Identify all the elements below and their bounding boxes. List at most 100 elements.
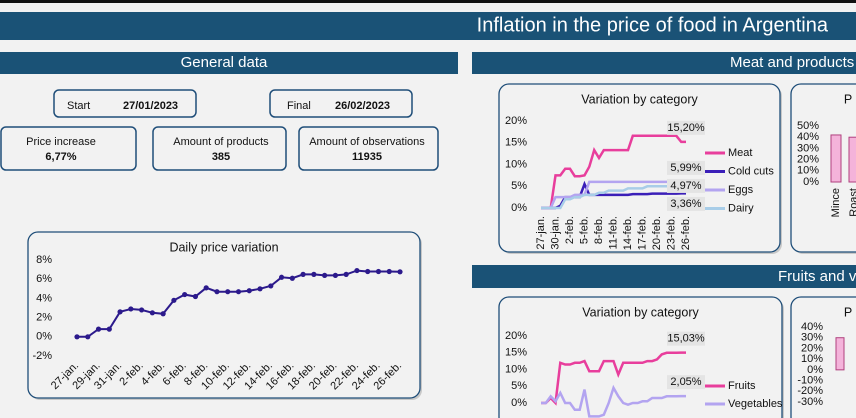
top-border — [0, 0, 856, 3]
section-title: Meat and products — [730, 54, 854, 71]
y-tick-label: 20% — [505, 330, 527, 342]
series-line — [541, 180, 686, 210]
legend-label: Dairy — [728, 202, 754, 214]
y-tick-label: 10% — [797, 165, 819, 177]
data-point — [74, 334, 80, 340]
x-tick-label: 14-feb. — [622, 216, 634, 250]
x-tick-label: 30-jan. — [549, 216, 561, 250]
legend-label: Vegetables — [728, 398, 783, 410]
x-tick-label: Roast — [848, 188, 856, 217]
data-point — [117, 309, 123, 315]
y-tick-label: 2% — [36, 312, 52, 324]
x-tick-label: Mince — [830, 188, 842, 217]
kpi-value: 11935 — [352, 151, 382, 163]
data-point — [235, 289, 242, 295]
kpi-box — [298, 126, 439, 171]
chart-panel — [790, 296, 856, 418]
y-tick-label: 0% — [36, 331, 52, 343]
chart-title: P — [844, 92, 852, 106]
section-bar — [472, 52, 856, 74]
chart-title: Daily price variation — [169, 240, 278, 254]
y-tick-label: 15% — [505, 347, 527, 359]
x-tick-label: 8-feb. — [593, 216, 605, 244]
y-tick-label: 5% — [511, 180, 527, 192]
y-tick-label: 40% — [797, 131, 819, 143]
kpi-products: Amount of products 385 — [152, 126, 287, 171]
data-point — [128, 306, 134, 312]
chart-title: P — [844, 305, 852, 319]
y-tick-label: 30% — [801, 332, 823, 344]
chart-panel — [27, 231, 421, 399]
kpi-observations: Amount of observations 11935 — [298, 126, 439, 171]
data-point — [268, 283, 274, 289]
kpi-value: 385 — [212, 151, 230, 163]
data-point — [192, 293, 199, 300]
data-point — [95, 326, 102, 332]
x-tick-label: 26-feb. — [680, 216, 692, 250]
data-point — [365, 268, 371, 275]
y-tick-label: 10% — [801, 353, 823, 365]
y-tick-label: 50% — [797, 120, 819, 132]
data-label: 3,36% — [670, 198, 701, 210]
data-point — [375, 268, 382, 275]
series-line — [541, 134, 686, 210]
data-point — [311, 271, 317, 277]
x-tick-label: 23-feb. — [665, 216, 677, 250]
data-point — [171, 297, 177, 303]
data-point — [386, 268, 392, 275]
data-point — [160, 311, 166, 317]
y-tick-label: -20% — [797, 385, 823, 397]
y-tick-label: 40% — [801, 321, 823, 333]
data-label: 15,03% — [667, 333, 705, 345]
data-point — [214, 289, 220, 295]
title-bar — [0, 12, 856, 40]
data-label-bg — [667, 375, 705, 390]
legend-label: Fruits — [728, 380, 756, 392]
data-point — [246, 288, 252, 294]
data-point — [257, 286, 263, 292]
legend-label: Meat — [728, 147, 752, 159]
kpi-label: Final — [287, 100, 311, 112]
kpi-label: Amount of products — [173, 136, 269, 148]
data-point — [203, 285, 209, 291]
y-tick-label: 6% — [36, 273, 52, 285]
y-tick-label: 5% — [511, 380, 527, 392]
data-label: 15,20% — [667, 122, 705, 134]
x-tick-label: 11-feb. — [607, 216, 619, 249]
data-point — [182, 291, 188, 298]
kpi-box — [152, 126, 287, 171]
y-tick-label: 8% — [36, 254, 52, 266]
data-point — [397, 269, 403, 275]
section-title: Fruits and vegetables — [778, 268, 856, 285]
data-label: 2,05% — [670, 376, 701, 388]
data-label-bg — [667, 160, 705, 175]
data-point — [85, 334, 91, 340]
series-line — [541, 185, 686, 210]
y-tick-label: -10% — [797, 374, 823, 386]
data-label-bg — [667, 178, 705, 193]
data-point — [289, 275, 295, 281]
data-point — [300, 271, 306, 277]
kpi-label: Amount of observations — [309, 136, 425, 148]
section-title: General data — [181, 54, 268, 71]
y-tick-label: 15% — [505, 137, 527, 149]
y-tick-label: 20% — [505, 115, 527, 127]
page-title: Inflation in the price of food in Argent… — [477, 14, 829, 36]
series-line — [541, 351, 686, 406]
y-tick-label: 0% — [511, 397, 527, 409]
data-label-bg — [667, 331, 705, 346]
data-label-bg — [667, 120, 705, 135]
kpi-start: Start 27/01/2023 — [53, 89, 197, 118]
x-tick-label: 17-feb. — [636, 216, 648, 250]
kpi-label: Price increase — [26, 136, 96, 148]
y-tick-label: 10% — [505, 158, 527, 170]
y-tick-label: 0% — [511, 202, 527, 214]
x-tick-label: 20-feb. — [651, 216, 663, 250]
x-tick-label: 5-feb. — [578, 216, 590, 244]
y-tick-label: 10% — [505, 363, 527, 375]
kpi-box — [269, 89, 413, 118]
kpi-value: 27/01/2023 — [123, 100, 178, 112]
y-tick-label: 0% — [807, 364, 823, 376]
kpi-box — [0, 126, 137, 171]
